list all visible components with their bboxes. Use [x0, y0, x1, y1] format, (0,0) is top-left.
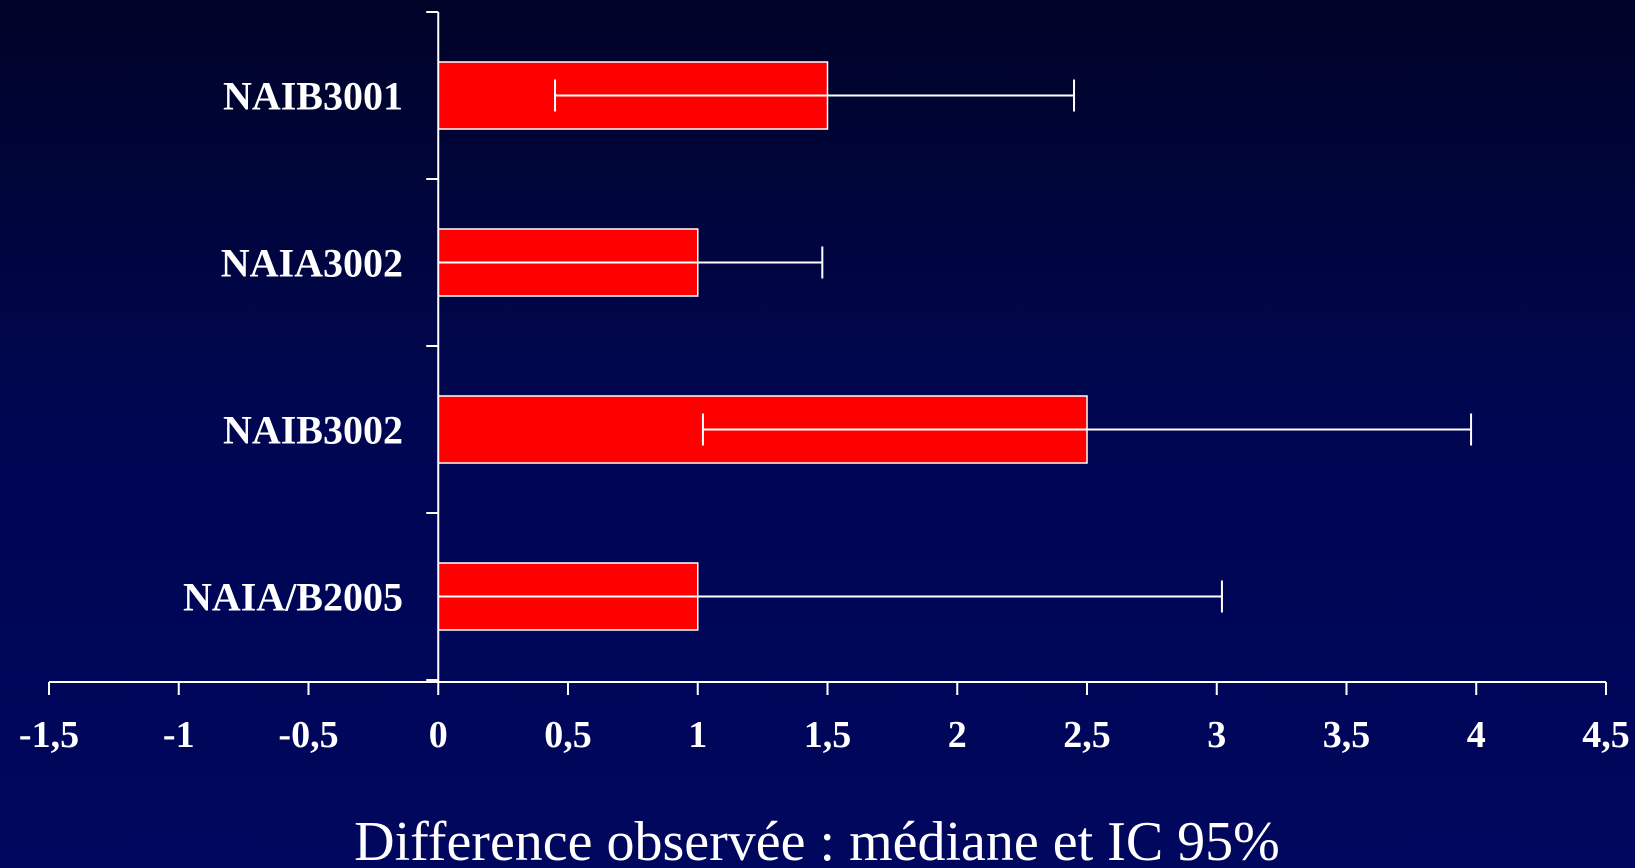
category-label-2: NAIB3002	[223, 408, 403, 453]
bars-layer	[437, 61, 1088, 631]
x-tick-label-11: 4	[1467, 714, 1486, 756]
x-tick-label-0: -1,5	[19, 714, 79, 756]
x-axis-title: Difference observée : médiane et IC 95%	[354, 811, 1280, 868]
x-tick-label-3: 0	[429, 714, 448, 756]
x-tick-label-8: 2,5	[1063, 714, 1111, 756]
x-tick-label-5: 1	[688, 714, 707, 756]
x-tick-label-6: 1,5	[804, 714, 852, 756]
category-label-3: NAIA/B2005	[183, 575, 403, 620]
axes-layer	[48, 11, 1607, 695]
x-tick-label-4: 0,5	[544, 714, 592, 756]
x-tick-label-10: 3,5	[1323, 714, 1371, 756]
x-tick-label-12: 4,5	[1582, 714, 1630, 756]
x-tick-label-2: -0,5	[278, 714, 338, 756]
x-tick-label-1: -1	[163, 714, 195, 756]
category-label-1: NAIA3002	[221, 241, 403, 286]
error-bars-layer	[438, 79, 1473, 613]
labels-layer: NAIB3001 NAIA3002 NAIB3002 NAIA/B2005 -1,5 -1…	[19, 74, 1630, 757]
x-tick-label-9: 3	[1207, 714, 1226, 756]
x-tick-label-7: 2	[948, 714, 967, 756]
category-label-0: NAIB3001	[223, 74, 403, 119]
